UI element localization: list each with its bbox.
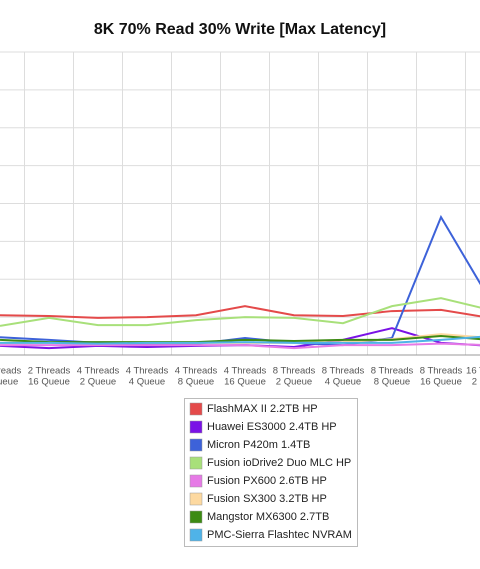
- legend-swatch: [189, 438, 203, 452]
- legend-label: PMC-Sierra Flashtec NVRAM: [207, 529, 352, 541]
- series-line: [0, 342, 480, 350]
- series-line: [0, 335, 480, 345]
- legend-swatch: [189, 456, 203, 470]
- legend-swatch: [189, 510, 203, 524]
- chart-title: 8K 70% Read 30% Write [Max Latency]: [94, 21, 386, 38]
- x-tick-label: 16 Queue: [28, 377, 70, 388]
- x-tick-label: 2 Queue: [276, 377, 312, 388]
- legend-label: Mangstor MX6300 2.7TB: [207, 511, 329, 523]
- legend-swatch: [189, 420, 203, 434]
- x-tick-label: 2 Threads: [0, 366, 22, 377]
- x-tick-label: 2 Queue: [472, 377, 480, 388]
- x-tick-label: 16 Queue: [420, 377, 462, 388]
- series-line: [0, 335, 480, 344]
- x-tick-label: 8 Queue: [374, 377, 410, 388]
- legend-label: Fusion SX300 3.2TB HP: [207, 493, 327, 505]
- x-tick-label: 4 Queue: [325, 377, 361, 388]
- legend-box: [184, 398, 358, 547]
- x-tick-label: 4 Threads: [224, 366, 267, 377]
- x-tick-label: 8 Queue: [178, 377, 214, 388]
- x-tick-label: 4 Threads: [175, 366, 218, 377]
- legend-label: Fusion PX600 2.6TB HP: [207, 475, 327, 487]
- x-tick-label: 8 Queue: [0, 377, 18, 388]
- legend-swatch: [189, 492, 203, 506]
- legend-swatch: [189, 402, 203, 416]
- series-line: [0, 305, 480, 319]
- legend-label: FlashMAX II 2.2TB HP: [207, 403, 318, 415]
- x-tick-label: 2 Queue: [80, 377, 116, 388]
- x-tick-label: 8 Threads: [322, 366, 365, 377]
- x-tick-label: 16 Threads: [466, 366, 480, 377]
- x-tick-label: 8 Threads: [420, 366, 463, 377]
- x-tick-label: 4 Queue: [129, 377, 165, 388]
- x-tick-label: 8 Threads: [273, 366, 316, 377]
- x-tick-label: 16 Queue: [224, 377, 266, 388]
- series-line: [0, 297, 480, 327]
- x-tick-label: 8 Threads: [371, 366, 414, 377]
- x-tick-label: 2 Threads: [28, 366, 71, 377]
- legend-swatch: [189, 528, 203, 542]
- series-line: [0, 214, 480, 347]
- x-tick-label: 4 Threads: [77, 366, 120, 377]
- legend-label: Huawei ES3000 2.4TB HP: [207, 421, 337, 433]
- legend-label: Micron P420m 1.4TB: [207, 439, 310, 451]
- legend-label: Fusion ioDrive2 Duo MLC HP: [207, 457, 351, 469]
- x-tick-label: 4 Threads: [126, 366, 169, 377]
- legend-swatch: [189, 474, 203, 488]
